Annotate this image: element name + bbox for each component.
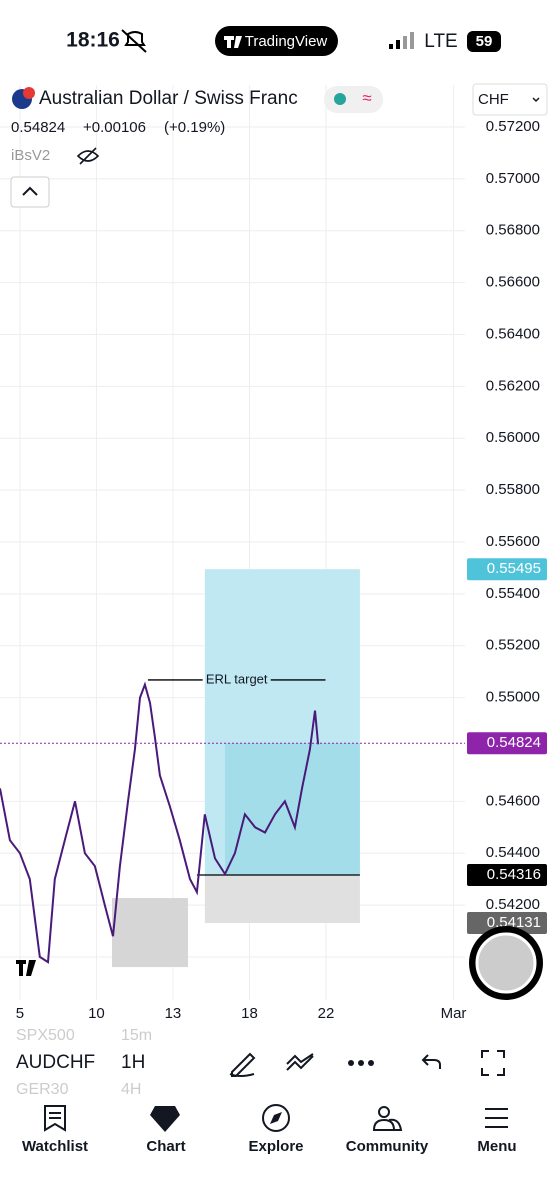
status-time: 18:16 — [66, 29, 120, 52]
y-tick-label: 0.57200 — [486, 118, 540, 135]
price-badge — [467, 732, 547, 755]
last-price: 0.54824 — [11, 119, 65, 136]
dropdown-arrow — [532, 97, 540, 103]
tv-watermark — [16, 960, 36, 976]
toolbar-symbol[interactable]: SPX500 — [16, 1027, 75, 1044]
app-pill — [215, 26, 338, 56]
fullscreen-icon[interactable] — [481, 1050, 505, 1076]
x-tick-label: 13 — [165, 1005, 182, 1022]
x-tick-label: 22 — [318, 1005, 335, 1022]
tab-label[interactable]: Menu — [477, 1138, 516, 1155]
watchlist-icon — [44, 1105, 66, 1132]
price-change-percent: (+0.19%) — [164, 119, 225, 136]
tab-bar — [0, 1096, 553, 1200]
menu-icon — [485, 1108, 508, 1128]
level-label: ERL target — [206, 671, 268, 686]
explore-needle — [270, 1112, 282, 1124]
y-tick-label: 0.55600 — [486, 533, 540, 550]
toolbar-symbol[interactable]: AUDCHF — [16, 1052, 95, 1073]
y-tick-label: 0.55400 — [486, 585, 540, 602]
price-change: +0.00106 — [83, 119, 146, 136]
y-tick-label: 0.54400 — [486, 844, 540, 861]
x-tick-label: Mar — [441, 1005, 467, 1022]
y-tick-label: 0.56200 — [486, 377, 540, 394]
indicator-name[interactable]: iBsV2 — [11, 147, 50, 164]
y-tick-label: 0.55200 — [486, 637, 540, 654]
record-button-inner — [475, 932, 537, 994]
network: LTE — [424, 31, 457, 52]
tab-label[interactable]: Watchlist — [22, 1138, 88, 1155]
toolbar-interval[interactable]: 15m — [121, 1027, 152, 1044]
signal-icon — [389, 32, 414, 49]
chart: 0.57200 0.57000 0.56800 0.56600 0.56400 0.562… — [0, 85, 547, 1022]
tab-label[interactable]: Chart — [146, 1138, 185, 1155]
battery-level: 59 — [476, 33, 493, 50]
x-tick-label: 5 — [16, 1005, 24, 1022]
position-box — [224, 743, 360, 875]
toolbar-interval[interactable]: 4H — [121, 1081, 141, 1098]
flag-icon — [23, 87, 35, 99]
price-badge-label: 0.55495 — [487, 560, 541, 577]
y-tick-label: 0.54200 — [486, 896, 540, 913]
indicators-icon[interactable] — [286, 1053, 314, 1071]
tab-label[interactable]: Community — [346, 1138, 429, 1155]
app-logo — [224, 36, 242, 48]
y-tick-label: 0.56800 — [486, 222, 540, 239]
silent-icon — [121, 29, 147, 53]
x-tick-label: 10 — [88, 1005, 105, 1022]
tab-label[interactable]: Explore — [248, 1138, 303, 1155]
price-line — [0, 681, 320, 964]
price-badge-label: 0.54316 — [487, 866, 541, 883]
community-icon — [372, 1118, 403, 1131]
x-tick-label: 18 — [241, 1005, 258, 1022]
toolbar-interval[interactable]: 1H — [121, 1052, 145, 1073]
symbol-name[interactable]: Australian Dollar / Swiss Franc — [39, 88, 298, 109]
price-badge — [467, 863, 547, 886]
status-pill[interactable] — [324, 86, 383, 113]
toolbar — [0, 1026, 553, 1096]
undo-icon[interactable] — [421, 1054, 441, 1069]
y-tick-label: 0.55000 — [486, 689, 540, 706]
position-box — [204, 874, 360, 923]
more-icon[interactable] — [348, 1060, 374, 1066]
currency-select[interactable] — [472, 83, 548, 116]
delay-icon: ≈ — [362, 88, 371, 107]
y-tick-label: 0.56400 — [486, 325, 540, 342]
hide-indicator-icon[interactable] — [76, 147, 100, 165]
market-open-dot — [334, 93, 346, 105]
collapse-button[interactable] — [10, 176, 50, 208]
draw-tool-icon[interactable] — [229, 1052, 256, 1077]
y-tick-label: 0.57000 — [486, 170, 540, 187]
collapse-icon — [22, 186, 38, 196]
chart-icon — [150, 1106, 180, 1132]
explore-icon — [262, 1104, 290, 1132]
price-badge — [467, 558, 547, 581]
app-name: TradingView — [245, 33, 328, 50]
position-box — [111, 898, 188, 968]
y-tick-label: 0.56600 — [486, 274, 540, 291]
price-badge — [467, 911, 547, 934]
currency[interactable]: CHF — [478, 91, 509, 108]
y-tick-label: 0.56000 — [486, 429, 540, 446]
y-tick-label: 0.54600 — [486, 792, 540, 809]
price-badge-label: 0.54824 — [487, 734, 541, 751]
toolbar-symbol[interactable]: GER30 — [16, 1081, 69, 1098]
battery — [467, 31, 501, 52]
community-icon-head — [378, 1106, 390, 1118]
y-tick-label: 0.55800 — [486, 481, 540, 498]
